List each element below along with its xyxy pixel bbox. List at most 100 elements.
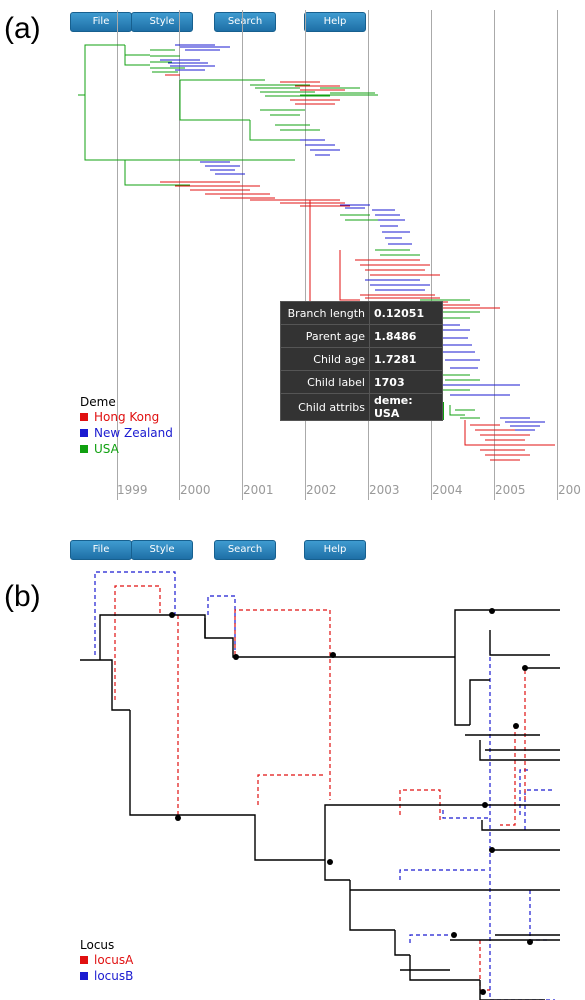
locusB-edge[interactable] xyxy=(519,769,555,830)
reticulation-node[interactable] xyxy=(527,939,533,945)
tree-branch[interactable] xyxy=(160,59,215,71)
tree-branch[interactable] xyxy=(124,160,190,186)
legend-swatch xyxy=(80,956,88,964)
year-gridline xyxy=(242,10,243,500)
reticulation-node[interactable] xyxy=(169,612,175,618)
tooltip-key: Child age xyxy=(280,347,370,371)
legend-swatch xyxy=(80,972,88,980)
tree-branch[interactable] xyxy=(178,814,325,861)
tree-branch[interactable] xyxy=(80,614,172,711)
tree-branch[interactable] xyxy=(454,609,560,726)
tree-branch[interactable] xyxy=(449,405,480,419)
year-gridline xyxy=(305,10,306,500)
reticulation-node[interactable] xyxy=(480,989,486,995)
tree-branch[interactable] xyxy=(78,44,125,96)
tree-branch[interactable] xyxy=(300,87,378,96)
reticulation-node[interactable] xyxy=(451,932,457,938)
file-button-b[interactable]: File xyxy=(70,540,132,560)
year-tick-label: 200 xyxy=(558,483,581,497)
year-gridline xyxy=(494,10,495,500)
tree-branch[interactable] xyxy=(372,209,412,245)
deme-legend: Deme Hong Kong New Zealand USA xyxy=(80,395,173,457)
tree-branch[interactable] xyxy=(175,44,230,51)
reticulation-node[interactable] xyxy=(233,654,239,660)
locusB-edge[interactable] xyxy=(489,650,555,1000)
locusB-edge[interactable] xyxy=(399,869,485,880)
tree-branch[interactable] xyxy=(465,679,560,761)
locusA-edge[interactable] xyxy=(479,940,490,991)
year-gridline xyxy=(368,10,369,500)
tooltip-row: Child label 1703 xyxy=(280,370,443,394)
tree-branch[interactable] xyxy=(200,161,245,175)
panel-a-label: (a) xyxy=(4,12,41,45)
reticulation-node[interactable] xyxy=(513,723,519,729)
tree-branch[interactable] xyxy=(124,45,150,66)
reticulation-node[interactable] xyxy=(327,859,333,865)
search-button-b[interactable]: Search xyxy=(214,540,276,560)
tree-branch[interactable] xyxy=(324,804,490,881)
tree-branch[interactable] xyxy=(349,880,560,971)
tree-branch[interactable] xyxy=(340,204,370,209)
tree-branch[interactable] xyxy=(249,109,320,141)
tooltip-value: 1703 xyxy=(369,370,443,394)
legend-swatch xyxy=(80,429,88,437)
tree-branch[interactable] xyxy=(150,49,185,73)
tree-branch[interactable] xyxy=(250,84,330,97)
tooltip-value: 1.7281 xyxy=(369,347,443,371)
year-gridline xyxy=(117,10,118,500)
panel-b-label: (b) xyxy=(4,580,41,613)
locusA-edge[interactable] xyxy=(234,609,331,800)
tooltip-row: Child age 1.7281 xyxy=(280,347,443,371)
reticulation-node[interactable] xyxy=(522,665,528,671)
year-gridline xyxy=(557,10,558,500)
legend-label: locusA xyxy=(94,953,134,967)
tree-branch[interactable] xyxy=(365,279,430,291)
style-button-b[interactable]: Style xyxy=(131,540,193,560)
tree-branch[interactable] xyxy=(440,384,520,396)
locusA-edge[interactable] xyxy=(114,585,161,700)
reticulation-node[interactable] xyxy=(489,608,495,614)
tree-branch[interactable] xyxy=(340,214,380,221)
search-button-a[interactable]: Search xyxy=(214,12,276,32)
reticulation-node[interactable] xyxy=(489,847,495,853)
help-button-b[interactable]: Help xyxy=(304,540,366,560)
tree-branch[interactable] xyxy=(84,95,295,161)
locusB-edge[interactable] xyxy=(207,595,236,650)
tree-branch[interactable] xyxy=(480,449,530,461)
tree-branch[interactable] xyxy=(464,420,555,446)
tree-branch[interactable] xyxy=(430,324,480,369)
legend-swatch xyxy=(80,413,88,421)
reticulation-node[interactable] xyxy=(482,802,488,808)
tree-branch[interactable] xyxy=(250,199,350,207)
tree-branch[interactable] xyxy=(172,614,455,658)
tree-branch[interactable] xyxy=(375,249,420,256)
reticulation-node[interactable] xyxy=(330,652,336,658)
tree-branch[interactable] xyxy=(129,618,206,816)
year-tick-label: 2002 xyxy=(306,483,337,497)
tree-branch[interactable] xyxy=(409,934,560,1000)
tree-branch[interactable] xyxy=(300,139,340,156)
tree-branch[interactable] xyxy=(481,804,560,851)
tree-branch[interactable] xyxy=(160,181,275,199)
locusB-edge[interactable] xyxy=(94,571,176,655)
legend-item: New Zealand xyxy=(80,425,173,441)
year-tick-label: 2001 xyxy=(243,483,274,497)
locusA-edge[interactable] xyxy=(257,774,325,805)
legend-item: USA xyxy=(80,441,173,457)
tree-branch[interactable] xyxy=(440,374,480,391)
tree-branch[interactable] xyxy=(290,99,340,105)
network-tree-b[interactable] xyxy=(0,560,585,1000)
tree-branch[interactable] xyxy=(280,81,345,91)
phylogenetic-tree-a[interactable] xyxy=(0,0,585,500)
locusB-edge[interactable] xyxy=(442,810,490,819)
style-button-a[interactable]: Style xyxy=(131,12,193,32)
help-button-a[interactable]: Help xyxy=(304,12,366,32)
tree-branch[interactable] xyxy=(500,417,545,431)
tooltip-key: Branch length xyxy=(280,301,370,325)
locusA-edge[interactable] xyxy=(500,670,526,826)
reticulation-node[interactable] xyxy=(175,815,181,821)
tree-branch[interactable] xyxy=(339,250,440,301)
tree-branch[interactable] xyxy=(179,79,265,121)
tooltip-row: Branch length 0.12051 xyxy=(280,301,443,325)
legend-item: locusB xyxy=(80,968,133,984)
